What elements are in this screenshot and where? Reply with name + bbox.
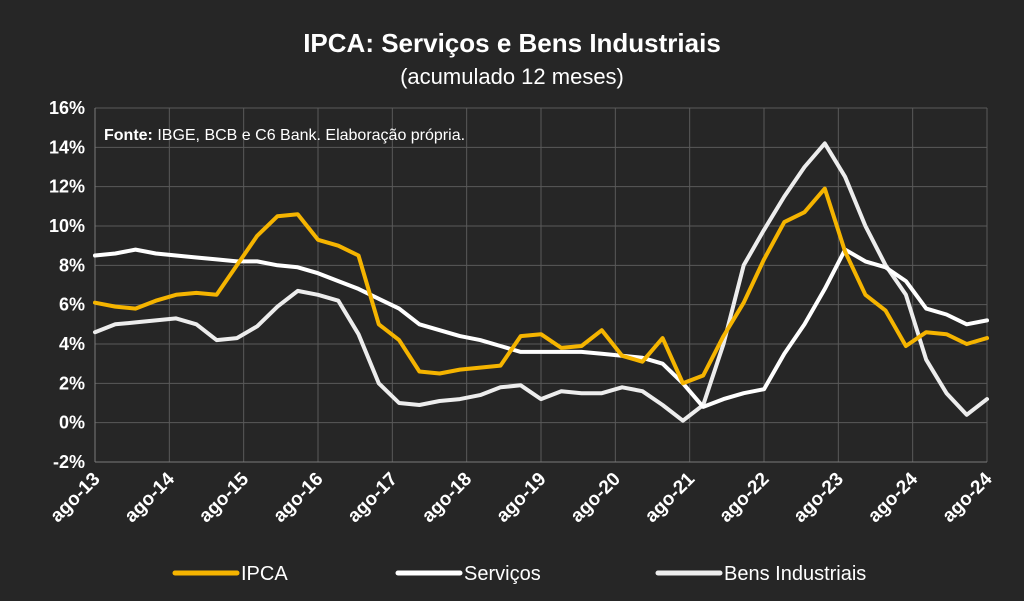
source-text: IBGE, BCB e C6 Bank. Elaboração própria.	[153, 127, 465, 144]
x-axis: ago-13 ago-14 ago-15 ago-16 ago-17 ago-18 ago-…	[46, 108, 997, 527]
y-tick-label: 6%	[59, 295, 85, 315]
legend-label: IPCA	[241, 563, 288, 585]
series-line-bens-industriais	[93, 141, 989, 423]
y-tick-label: 8%	[59, 255, 85, 275]
x-tick-label: ago-17	[344, 469, 402, 527]
source-note: Fonte: IBGE, BCB e C6 Bank. Elaboração p…	[104, 127, 465, 144]
x-tick-label: ago-19	[492, 469, 550, 527]
series-line-ipca	[93, 186, 989, 386]
x-tick-label: ago-15	[195, 468, 253, 526]
x-tick-label: ago-21	[641, 468, 699, 526]
y-tick-label: 0%	[59, 413, 85, 433]
x-tick-label: ago-22	[715, 469, 773, 527]
y-tick-label: 4%	[59, 334, 85, 354]
chart-subtitle: (acumulado 12 meses)	[400, 64, 624, 89]
x-tick-label: ago-23	[790, 469, 848, 527]
series-line-servi-os	[93, 247, 989, 409]
gridlines	[94, 107, 988, 463]
y-tick-label: 2%	[59, 373, 85, 393]
y-axis: -2% 0% 2% 4% 6% 8% 10% 12% 14% 16%	[49, 98, 85, 472]
chart-title: IPCA: Serviços e Bens Industriais	[303, 28, 721, 58]
x-tick-label: ago-14	[121, 468, 179, 526]
y-tick-label: 10%	[49, 216, 85, 236]
x-tick-label: ago-24	[864, 468, 922, 526]
x-tick-label: ago-20	[567, 469, 625, 527]
source-label: Fonte:	[104, 127, 153, 144]
x-tick-label-end: ago-24	[938, 468, 996, 526]
y-tick-label: -2%	[53, 452, 85, 472]
legend: IPCA Serviços Bens Industriais	[172, 563, 866, 585]
x-tick-label: ago-13	[46, 469, 104, 527]
x-tick-label: ago-18	[418, 469, 476, 527]
x-tick-label: ago-16	[269, 469, 327, 527]
legend-label: Bens Industriais	[724, 563, 866, 585]
legend-label: Serviços	[464, 563, 541, 585]
series-lines	[93, 141, 989, 423]
y-tick-label: 14%	[49, 137, 85, 157]
y-tick-label: 12%	[49, 177, 85, 197]
y-tick-label: 16%	[49, 98, 85, 118]
